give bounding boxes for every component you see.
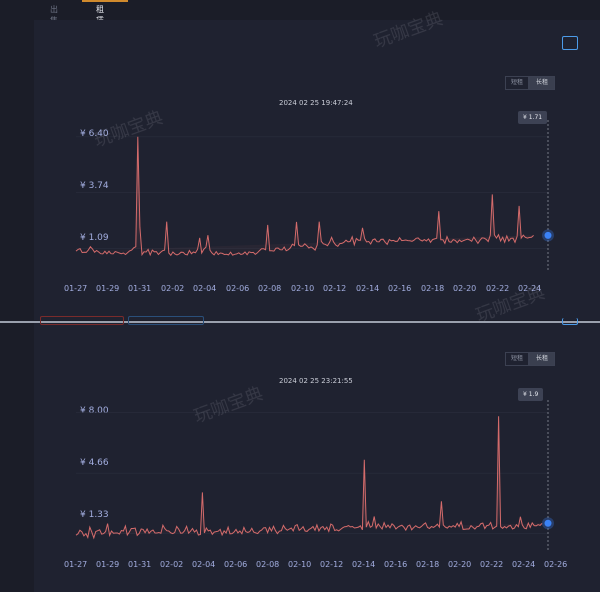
x-tick-label: 02-08 — [256, 560, 280, 569]
x-tick-label: 01-29 — [96, 560, 120, 569]
x-tick-label: 01-27 — [64, 560, 88, 569]
x-tick-label: 02-14 — [356, 284, 380, 293]
x-tick-label: 01-27 — [64, 284, 88, 293]
x-tick-label: 02-12 — [320, 560, 344, 569]
y-tick-label: ¥ 8.00 — [80, 406, 109, 416]
x-tick-label: 01-31 — [128, 284, 152, 293]
x-tick-label: 02-02 — [160, 560, 184, 569]
x-tick-label: 02-04 — [192, 560, 216, 569]
price-line — [75, 136, 534, 257]
current-value-badge: ¥ 1.71 — [518, 111, 548, 124]
chart-panel-1 — [34, 20, 600, 320]
current-point[interactable] — [544, 519, 552, 527]
x-tick-label: 01-31 — [128, 560, 152, 569]
x-tick-label: 02-20 — [448, 560, 472, 569]
x-tick-label: 02-24 — [512, 560, 536, 569]
toggle-long-rent[interactable]: 长租 — [529, 76, 555, 90]
x-tick-label: 02-12 — [323, 284, 347, 293]
y-tick-label: ¥ 4.66 — [80, 458, 109, 468]
x-tick-label: 02-16 — [384, 560, 408, 569]
current-value-badge: ¥ 1.9 — [518, 388, 544, 401]
x-tick-label: 01-29 — [96, 284, 120, 293]
x-tick-label: 02-10 — [291, 284, 315, 293]
price-area — [76, 136, 534, 256]
y-tick-label: ¥ 6.40 — [80, 129, 109, 139]
x-tick-label: 02-22 — [486, 284, 510, 293]
x-tick-label: 02-10 — [288, 560, 312, 569]
faint-button-2[interactable] — [128, 316, 204, 325]
divider — [0, 321, 600, 323]
x-tick-label: 02-04 — [193, 284, 217, 293]
current-point[interactable] — [544, 231, 552, 239]
x-tick-label: 02-16 — [388, 284, 412, 293]
calendar-icon[interactable] — [562, 318, 578, 325]
calendar-icon[interactable] — [562, 36, 578, 50]
price-area — [76, 416, 543, 538]
x-tick-label: 02-06 — [224, 560, 248, 569]
x-tick-label: 02-06 — [226, 284, 250, 293]
toggle-short-rent[interactable]: 短租 — [505, 352, 529, 366]
chart-timestamp: 2024 02 25 23:21:55 — [279, 377, 353, 385]
y-tick-label: ¥ 1.33 — [80, 510, 109, 520]
x-tick-label: 02-18 — [421, 284, 445, 293]
x-tick-label: 02-24 — [518, 284, 542, 293]
x-tick-label: 02-22 — [480, 560, 504, 569]
x-tick-label: 02-18 — [416, 560, 440, 569]
x-tick-label: 02-08 — [258, 284, 282, 293]
y-tick-label: ¥ 3.74 — [80, 181, 109, 191]
tab-active-indicator — [82, 0, 128, 2]
x-tick-label: 02-26 — [544, 560, 568, 569]
x-tick-label: 02-02 — [161, 284, 185, 293]
toggle-long-rent[interactable]: 长租 — [529, 352, 555, 366]
y-tick-label: ¥ 1.09 — [80, 233, 109, 243]
chart-panel-2 — [34, 323, 600, 592]
x-tick-label: 02-14 — [352, 560, 376, 569]
chart-timestamp: 2024 02 25 19:47:24 — [279, 99, 353, 107]
faint-button-1[interactable] — [40, 316, 124, 325]
x-tick-label: 02-20 — [453, 284, 477, 293]
price-line — [75, 416, 543, 540]
toggle-short-rent[interactable]: 短租 — [505, 76, 529, 90]
